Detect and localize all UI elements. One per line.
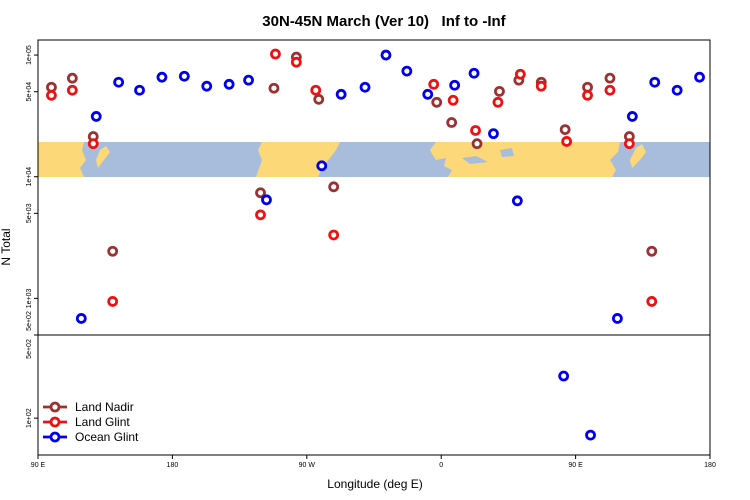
data-point (468, 67, 480, 79)
data-point (646, 296, 658, 307)
x-tick-label: 180 (704, 462, 716, 469)
data-point (694, 71, 705, 83)
legend-marker (49, 416, 61, 428)
legend-label: Land Nadir (75, 400, 134, 414)
legend-marker (49, 431, 61, 443)
y-tick-label: 5e+02 (26, 339, 33, 359)
data-point (90, 111, 102, 122)
data-point (46, 89, 57, 101)
data-point (261, 194, 272, 206)
x-tick-label: 0 (439, 462, 443, 469)
data-point (558, 370, 570, 382)
data-point (428, 78, 440, 90)
data-point (75, 313, 87, 324)
data-point (268, 82, 280, 94)
data-point (492, 96, 504, 108)
data-point (380, 49, 392, 61)
data-point (270, 48, 281, 60)
legend-label: Land Glint (75, 415, 130, 429)
y-tick-label: 5e+04 (26, 82, 33, 102)
y-tick-label: 1e+04 (26, 167, 33, 187)
data-point (316, 160, 328, 172)
data-point (113, 76, 125, 88)
data-point (313, 93, 325, 105)
y-tick-label: 5e+02 (26, 311, 33, 331)
y-tick-label: 5e+03 (26, 203, 33, 223)
x-tick-label: 90 W (299, 462, 316, 469)
data-point (107, 245, 119, 257)
data-point (449, 79, 461, 91)
data-point (604, 72, 616, 84)
data-point (87, 138, 99, 150)
data-point (604, 84, 616, 96)
data-point (511, 195, 523, 207)
data-point (328, 181, 340, 193)
data-point (488, 128, 499, 140)
data-point (134, 84, 145, 96)
data-point (559, 124, 571, 135)
data-point (431, 96, 443, 108)
data-point (255, 209, 266, 221)
data-point (107, 296, 119, 307)
x-axis-label: Longitude (deg E) (327, 477, 422, 491)
data-point (290, 56, 302, 68)
data-point (335, 88, 347, 100)
data-point (178, 70, 190, 82)
data-point (585, 429, 596, 441)
data-point (514, 68, 526, 80)
x-tick-label: 90 E (31, 462, 46, 469)
map-strip (38, 142, 710, 177)
data-point (446, 117, 458, 128)
data-point (470, 125, 481, 136)
data-point (359, 81, 371, 93)
data-point (612, 313, 623, 324)
data-point (646, 245, 658, 257)
plot-frame (37, 39, 711, 456)
x-tick-label: 180 (167, 462, 179, 469)
data-point (671, 84, 683, 96)
data-point (223, 78, 235, 90)
data-point (623, 138, 635, 150)
data-point (561, 136, 573, 147)
data-point (243, 74, 254, 86)
data-point (66, 72, 78, 84)
data-point (201, 80, 213, 92)
y-tick-label: 1e+05 (26, 45, 33, 65)
data-point (535, 80, 547, 92)
data-point (156, 71, 168, 83)
y-tick-label: 1e+02 (26, 408, 33, 428)
data-point (447, 94, 459, 106)
data-point (582, 89, 593, 101)
x-tick-label: 90 E (568, 462, 583, 469)
y-axis-label: N Total (0, 228, 13, 265)
data-point (626, 111, 638, 122)
data-point (422, 88, 434, 100)
data-point (471, 138, 483, 150)
data-point (494, 85, 505, 97)
data-point (255, 187, 266, 199)
legend-marker (49, 401, 61, 413)
legend-label: Ocean Glint (75, 430, 139, 444)
y-tick-label: 1e+03 (26, 288, 33, 308)
data-point (649, 76, 661, 88)
chart-title: 30N-45N March (Ver 10) Inf to -Inf (262, 13, 506, 30)
data-point (401, 65, 413, 77)
data-point (310, 84, 322, 96)
data-point (328, 229, 340, 241)
data-point (66, 84, 78, 96)
